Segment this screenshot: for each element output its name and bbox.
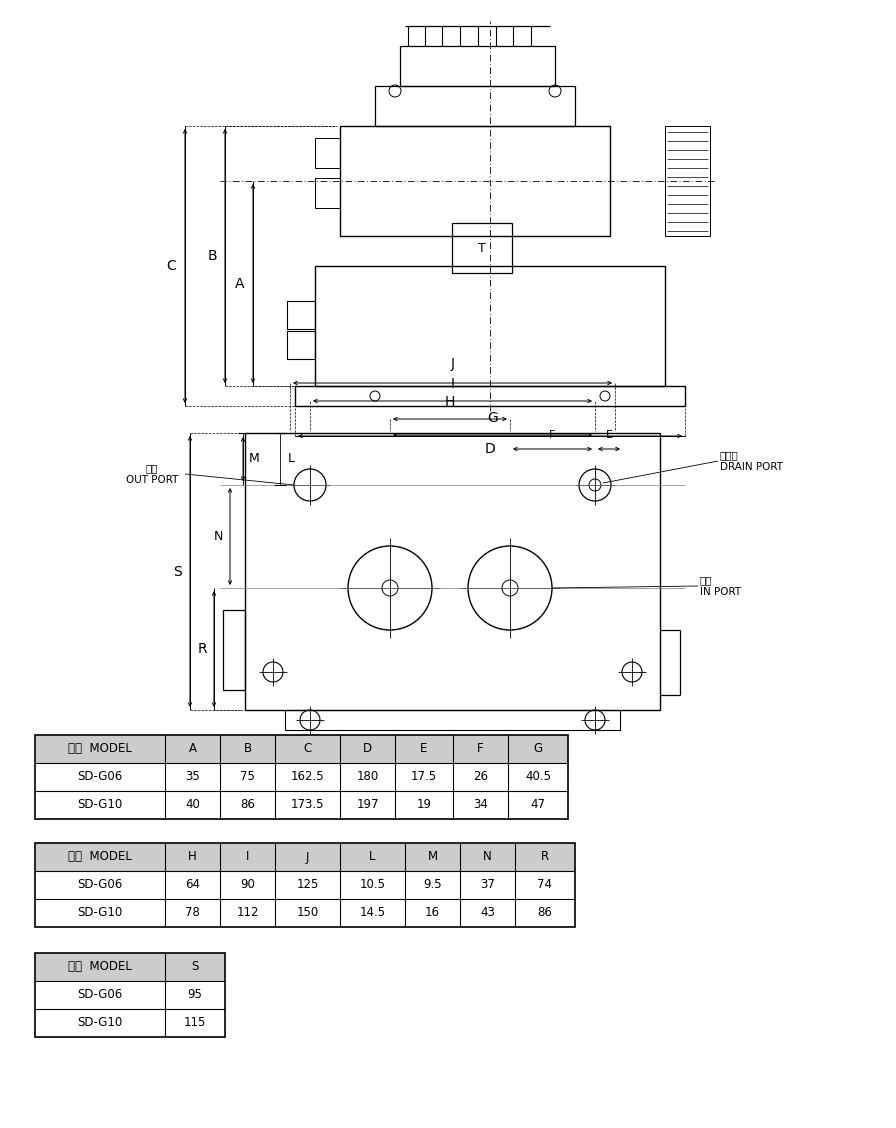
Text: 78: 78 [185, 907, 200, 919]
Bar [223, 610, 245, 690]
Text: 型式  MODEL: 型式 MODEL [68, 851, 132, 864]
Bar [35, 843, 575, 927]
Text: 14.5: 14.5 [359, 907, 385, 919]
Bar [285, 710, 620, 730]
Bar [375, 86, 575, 126]
Bar [35, 953, 225, 1037]
Bar [287, 301, 315, 329]
Text: T: T [478, 241, 486, 255]
Text: 75: 75 [240, 770, 255, 784]
Bar [400, 46, 555, 86]
Bar [287, 331, 315, 359]
Text: J: J [306, 851, 309, 864]
Text: E: E [420, 742, 427, 756]
Bar [35, 953, 225, 1037]
Bar [35, 735, 568, 819]
Text: L: L [288, 452, 295, 466]
Text: 47: 47 [530, 799, 546, 811]
Bar [315, 138, 340, 168]
Text: J: J [451, 356, 454, 371]
Bar [295, 386, 685, 406]
Text: 入口: 入口 [700, 575, 712, 585]
Text: F: F [549, 430, 556, 440]
Text: 86: 86 [240, 799, 255, 811]
Text: N: N [213, 530, 223, 543]
Bar [35, 953, 225, 981]
Text: 淥流口: 淥流口 [720, 450, 738, 460]
Text: 型式  MODEL: 型式 MODEL [68, 742, 132, 756]
Text: E: E [606, 430, 613, 440]
Text: H: H [444, 395, 455, 409]
Text: B: B [244, 742, 252, 756]
Text: 19: 19 [417, 799, 432, 811]
Text: 162.5: 162.5 [290, 770, 324, 784]
Text: R: R [541, 851, 549, 864]
Text: 95: 95 [187, 988, 202, 1002]
Text: DRAIN PORT: DRAIN PORT [720, 462, 783, 472]
Text: 10.5: 10.5 [359, 879, 385, 891]
Text: SD-G06: SD-G06 [77, 770, 123, 784]
Bar [35, 843, 575, 871]
Text: 40: 40 [185, 799, 200, 811]
Text: D: D [485, 442, 495, 456]
Text: SD-G10: SD-G10 [77, 1016, 123, 1030]
Text: 16: 16 [425, 907, 440, 919]
Text: 74: 74 [538, 879, 553, 891]
Text: 90: 90 [240, 879, 255, 891]
Text: SD-G10: SD-G10 [77, 907, 123, 919]
Text: 86: 86 [538, 907, 553, 919]
Bar [315, 266, 665, 386]
Text: N: N [483, 851, 492, 864]
Text: SD-G06: SD-G06 [77, 988, 123, 1002]
Text: A: A [236, 276, 245, 291]
Bar [35, 843, 575, 927]
Bar [35, 735, 568, 819]
Bar [452, 223, 512, 273]
Text: 9.5: 9.5 [423, 879, 442, 891]
Text: C: C [166, 259, 176, 273]
Text: H: H [188, 851, 197, 864]
Text: C: C [304, 742, 312, 756]
Text: A: A [188, 742, 196, 756]
Text: I: I [451, 377, 454, 391]
Text: G: G [533, 742, 543, 756]
Text: G: G [487, 411, 498, 425]
Text: 37: 37 [480, 879, 495, 891]
Text: 150: 150 [297, 907, 319, 919]
Text: 35: 35 [185, 770, 200, 784]
Text: 125: 125 [297, 879, 319, 891]
Text: 型式  MODEL: 型式 MODEL [68, 961, 132, 973]
Text: 40.5: 40.5 [525, 770, 551, 784]
Text: M: M [427, 851, 437, 864]
Text: 115: 115 [184, 1016, 206, 1030]
Bar [315, 178, 340, 208]
Text: L: L [369, 851, 375, 864]
Text: 197: 197 [357, 799, 379, 811]
Text: F: F [478, 742, 484, 756]
Text: S: S [173, 564, 181, 579]
Text: 43: 43 [480, 907, 495, 919]
Text: IN PORT: IN PORT [700, 587, 741, 597]
Text: 17.5: 17.5 [411, 770, 437, 784]
Text: R: R [197, 642, 207, 656]
Bar [35, 735, 568, 763]
Bar [340, 126, 610, 236]
Text: I: I [246, 851, 249, 864]
Text: D: D [363, 742, 372, 756]
Text: B: B [207, 249, 217, 263]
Text: M: M [249, 452, 260, 466]
Bar [665, 126, 710, 236]
Text: 180: 180 [357, 770, 379, 784]
Bar [245, 433, 660, 710]
Text: SD-G06: SD-G06 [77, 879, 123, 891]
Text: 34: 34 [473, 799, 488, 811]
Text: 26: 26 [473, 770, 488, 784]
Text: 173.5: 173.5 [290, 799, 324, 811]
Text: S: S [192, 961, 199, 973]
Text: 112: 112 [237, 907, 259, 919]
Text: 64: 64 [185, 879, 200, 891]
Text: SD-G10: SD-G10 [77, 799, 123, 811]
Text: 出口: 出口 [146, 462, 159, 473]
Text: OUT PORT: OUT PORT [125, 475, 178, 485]
